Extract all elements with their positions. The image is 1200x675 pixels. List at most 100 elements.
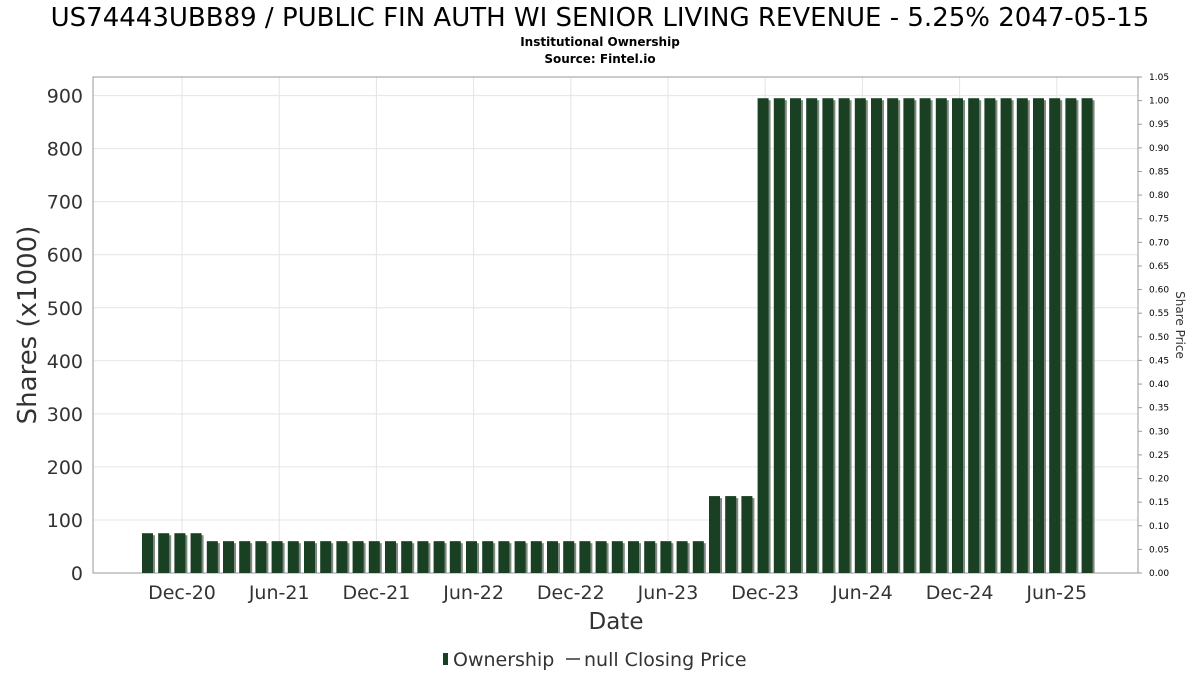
ownership-bar [498,541,510,573]
y2-tick-label: 0.25 [1149,451,1169,461]
ownership-bar [1065,98,1077,574]
ownership-bar [1033,98,1044,574]
ownership-bar [822,98,834,574]
ownership-bar [968,98,980,574]
ownership-bar [385,541,396,573]
ownership-bar [368,541,380,573]
ownership-bar [206,541,218,573]
ownership-bar [158,533,170,573]
ownership-bar [1049,98,1061,574]
ownership-bar [417,541,429,573]
ownership-bar [433,541,445,573]
ownership-bar [741,496,753,573]
y2-tick-label: 0.90 [1149,144,1169,154]
ownership-bar [952,98,963,574]
ownership-bar [304,541,315,573]
y2-tick-label: 0.20 [1149,475,1169,485]
x-tick-label: Jun-21 [248,582,310,604]
ownership-bar [676,541,688,573]
ownership-bar [757,98,769,574]
y2-tick-label: 0.40 [1149,380,1169,390]
y2-tick-label: 0.80 [1149,191,1169,201]
ownership-bar [239,541,251,573]
ownership-bar [887,98,899,574]
ownership-bar [871,98,882,574]
ownership-bar [482,541,494,573]
y2-tick-label: 0.70 [1149,238,1169,248]
ownership-bar [530,541,542,573]
y2-tick-label: 0.95 [1149,120,1169,130]
chart-title: US74443UBB89 / PUBLIC FIN AUTH WI SENIOR… [50,3,1150,33]
bars-layer [142,98,1095,574]
y-tick-label: 600 [47,245,83,267]
ownership-bar [190,533,202,573]
x-axis: Dec-20 Jun-21 Dec-21 Jun-22 Dec-22 Jun-23 Dec-… [148,582,1087,604]
ownership-bar [336,541,348,573]
ownership-bar [660,541,672,573]
y2-tick-label: 0.75 [1149,215,1169,225]
x-tick-label: Jun-24 [831,582,893,604]
x-tick-label: Dec-22 [537,582,605,604]
ownership-bar [806,98,818,574]
ownership-bar [692,541,704,573]
y2-tick-label: 0.85 [1149,167,1169,177]
ownership-bar [903,98,915,574]
y-axis-title: Shares (x1000) [13,226,43,425]
y-tick-label: 800 [47,139,83,161]
chart-source: Source: Fintel.io [544,52,656,66]
y-tick-label: 900 [47,86,83,108]
y2-tick-label: 0.00 [1149,569,1169,579]
y2-tick-label: 0.45 [1149,356,1169,366]
ownership-bar [725,496,737,573]
y-tick-label: 700 [47,192,83,214]
ownership-bar [790,98,801,574]
legend: Ownership null Closing Price [443,649,747,671]
ownership-bar [838,98,850,574]
ownership-bar [449,541,461,573]
y-tick-label: 300 [47,404,83,426]
y2-tick-label: 1.05 [1149,73,1169,83]
left-axis: 0 100 200 300 400 500 600 700 800 900 [47,86,83,585]
ownership-bar [709,496,720,573]
y2-tick-label: 0.10 [1149,522,1169,532]
legend-ownership-swatch [443,653,448,665]
ownership-bar [287,541,299,573]
y2-tick-label: 0.65 [1149,262,1169,272]
ownership-bar [547,541,558,573]
y2-tick-label: 0.05 [1149,545,1169,555]
x-tick-label: Jun-23 [637,582,699,604]
y-tick-label: 0 [71,563,83,585]
y2-tick-label: 0.50 [1149,333,1169,343]
legend-price-label: null Closing Price [584,649,747,671]
y2-tick-label: 0.55 [1149,309,1169,319]
ownership-bar [401,541,413,573]
plot-area-frame [92,76,1139,574]
ownership-bar [1081,98,1093,574]
y-tick-label: 400 [47,351,83,373]
y-tick-label: 100 [47,510,83,532]
ownership-bar [919,98,931,574]
x-tick-label: Dec-24 [926,582,994,604]
ownership-bar [611,541,623,573]
chart-subtitle: Institutional Ownership [520,35,680,49]
y2-tick-label: 1.00 [1149,97,1169,107]
ownership-bar [644,541,656,573]
x-tick-label: Dec-23 [731,582,799,604]
x-tick-label: Jun-25 [1025,582,1087,604]
ownership-bar [563,541,575,573]
ownership-bar [352,541,364,573]
ownership-bar [1000,98,1012,574]
y2-tick-label: 0.15 [1149,498,1169,508]
ownership-bar [628,541,639,573]
ownership-bar [1016,98,1028,574]
ownership-bar [174,533,186,573]
ownership-bar [320,541,332,573]
ownership-bar [854,98,866,574]
y-tick-label: 200 [47,457,83,479]
ownership-bar [223,541,234,573]
y2-tick-label: 0.60 [1149,286,1169,296]
ownership-bar [595,541,607,573]
x-tick-label: Dec-20 [148,582,216,604]
legend-ownership-label: Ownership [453,649,554,671]
